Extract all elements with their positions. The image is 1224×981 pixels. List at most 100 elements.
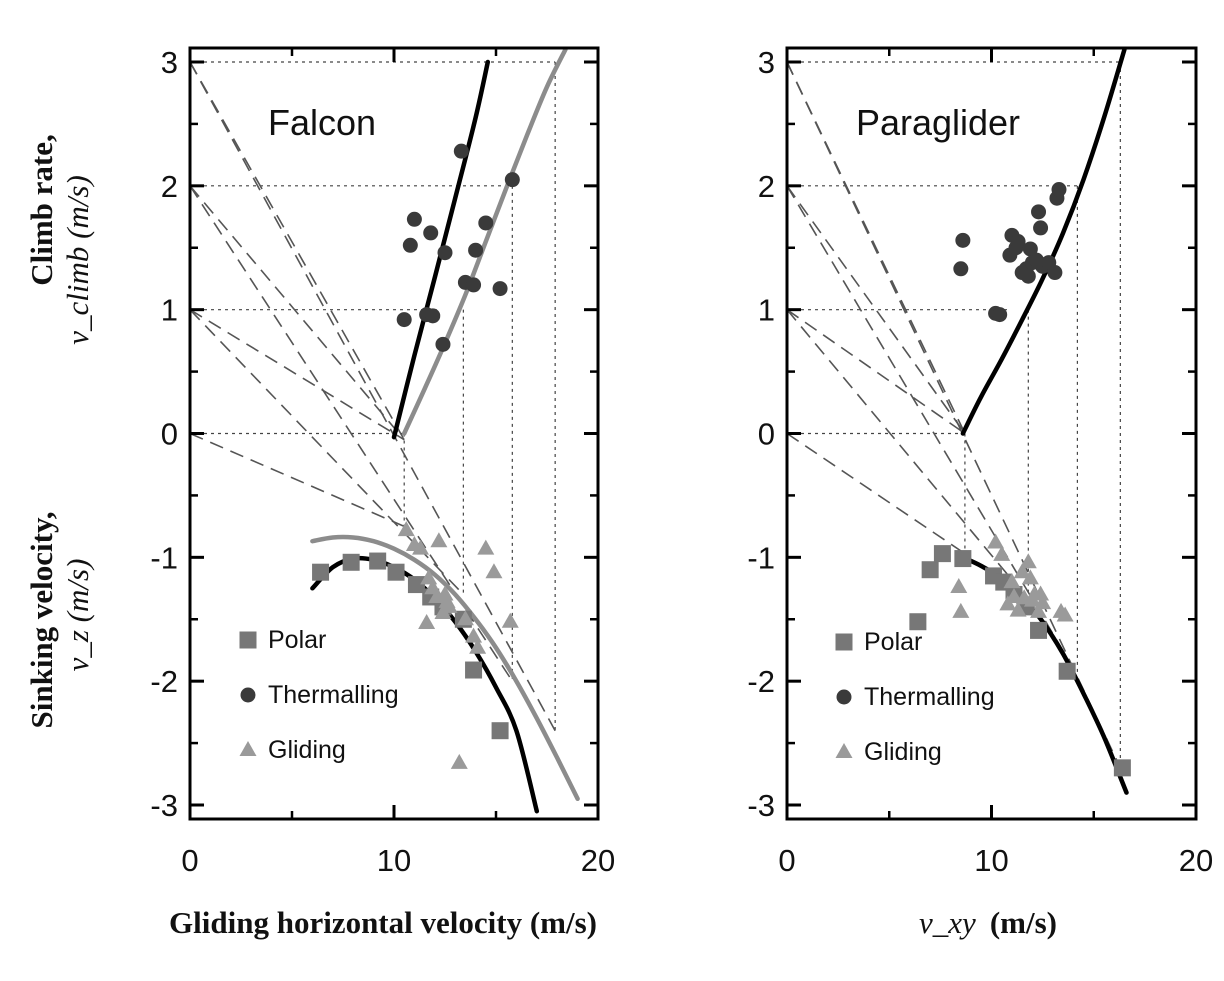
gliding-point <box>1009 601 1027 617</box>
thermalling-point <box>1020 268 1036 284</box>
y-axis-symbol-climb: v_climb (m/s) <box>60 175 95 345</box>
thermalling-point <box>396 312 412 328</box>
thermalling-point <box>478 215 494 231</box>
thermalling-point <box>466 277 482 293</box>
thermalling-point <box>435 336 451 352</box>
y-tick-label: 3 <box>758 45 775 80</box>
polar-point <box>1113 759 1131 777</box>
polar-point <box>933 545 951 563</box>
dashed-tangent-line <box>786 309 966 435</box>
dashed-tangent-line <box>786 61 1122 769</box>
legend-label: Polar <box>268 626 326 654</box>
y-tick-label: 0 <box>161 417 178 452</box>
dashed-tangent-line <box>786 61 966 434</box>
y-tick-label: 2 <box>161 169 178 204</box>
gliding-point <box>485 563 503 579</box>
thermalling-point <box>453 143 469 159</box>
legend-label: Gliding <box>864 738 942 766</box>
y-tick-label: -3 <box>747 788 775 823</box>
thermalling-point <box>1047 265 1063 281</box>
y-tick-label: 2 <box>758 169 775 204</box>
gliding-point <box>412 539 430 555</box>
gliding-point <box>440 597 458 613</box>
thermalling-point <box>992 307 1008 323</box>
gliding-point <box>950 578 968 594</box>
gliding-point <box>1003 573 1021 589</box>
dashed-tangent-line <box>786 309 1029 600</box>
fit-curve-gray <box>310 534 580 802</box>
gliding-point <box>1019 553 1037 569</box>
polar-point <box>407 576 425 594</box>
y-axis-symbol-sink: v_z (m/s) <box>60 559 95 672</box>
gliding-point <box>501 612 519 628</box>
dashed-tangent-line <box>786 185 1079 676</box>
y-tick-label: 3 <box>161 45 178 80</box>
polar-point <box>1058 662 1076 680</box>
thermalling-point <box>437 245 453 261</box>
thermalling-point <box>1033 220 1049 236</box>
legend-marker <box>239 631 257 649</box>
fit-curve-black <box>391 59 491 440</box>
polar-point <box>369 552 387 570</box>
gliding-point <box>1032 585 1050 601</box>
gliding-point <box>450 753 468 769</box>
x-tick-label: 10 <box>377 843 411 878</box>
legend-marker <box>836 689 852 705</box>
legend-label: Thermalling <box>864 683 995 711</box>
panel-title: Paraglider <box>856 102 1020 143</box>
dashed-tangent-line <box>786 185 966 434</box>
y-tick-label: -2 <box>747 664 775 699</box>
thermalling-point <box>504 172 520 188</box>
dashed-tangent-line <box>189 308 405 441</box>
legend-marker <box>240 687 256 703</box>
dashed-tangent-line <box>786 432 966 555</box>
y-axis-title-sink-text: Sinking velocity, <box>24 511 59 728</box>
x-axis-title-paraglider: v_xy (m/s) <box>919 905 1057 940</box>
gliding-point <box>456 610 474 626</box>
polar-point <box>342 553 360 571</box>
dashed-tangent-line <box>189 185 405 441</box>
y-axis-title-climb: Climb rate, <box>24 134 59 286</box>
dashed-tangent-line <box>189 432 405 528</box>
x-tick-label: 0 <box>181 843 198 878</box>
polar-point <box>465 661 483 679</box>
gliding-point <box>1030 602 1048 618</box>
gliding-point <box>987 533 1005 549</box>
y-axis-title-climb-text: Climb rate, <box>24 134 59 286</box>
thermalling-point <box>423 225 439 241</box>
y-tick-label: 0 <box>758 417 775 452</box>
gliding-point <box>465 627 483 643</box>
y-tick-label: -2 <box>150 664 178 699</box>
y-tick-label: 1 <box>161 293 178 328</box>
x-tick-label: 0 <box>778 843 795 878</box>
gliding-point <box>952 602 970 618</box>
polar-point <box>1030 621 1048 639</box>
x-tick-label: 20 <box>1179 843 1213 878</box>
thermalling-point <box>1031 204 1047 220</box>
thermalling-point <box>953 261 969 277</box>
gliding-point <box>430 532 448 548</box>
thermalling-point <box>406 211 422 227</box>
x-axis-symbol-paraglider: v_xy <box>919 905 976 940</box>
thermalling-point <box>492 281 508 297</box>
thermalling-point <box>1051 182 1067 198</box>
gliding-point <box>469 638 487 654</box>
gliding-point <box>1021 569 1039 585</box>
polar-point <box>312 563 330 581</box>
thermalling-point <box>425 308 441 324</box>
x-axis-title-falcon: Gliding horizontal velocity (m/s) <box>169 905 597 940</box>
thermalling-point <box>955 232 971 248</box>
y-axis-symbol-sink-text: v_z (m/s) <box>60 559 95 672</box>
gliding-point <box>418 613 436 629</box>
y-axis-symbol-climb-text: v_climb (m/s) <box>60 175 95 345</box>
dashed-tangent-line <box>189 61 556 732</box>
polar-point <box>921 561 939 579</box>
legend-label: Polar <box>864 628 922 656</box>
thermalling-point <box>1010 234 1026 250</box>
thermalling-point <box>402 237 418 253</box>
polar-point <box>954 550 972 568</box>
legend-label: Gliding <box>268 736 346 764</box>
fit-curve-black <box>960 47 1127 436</box>
dashed-tangent-line <box>189 61 405 441</box>
